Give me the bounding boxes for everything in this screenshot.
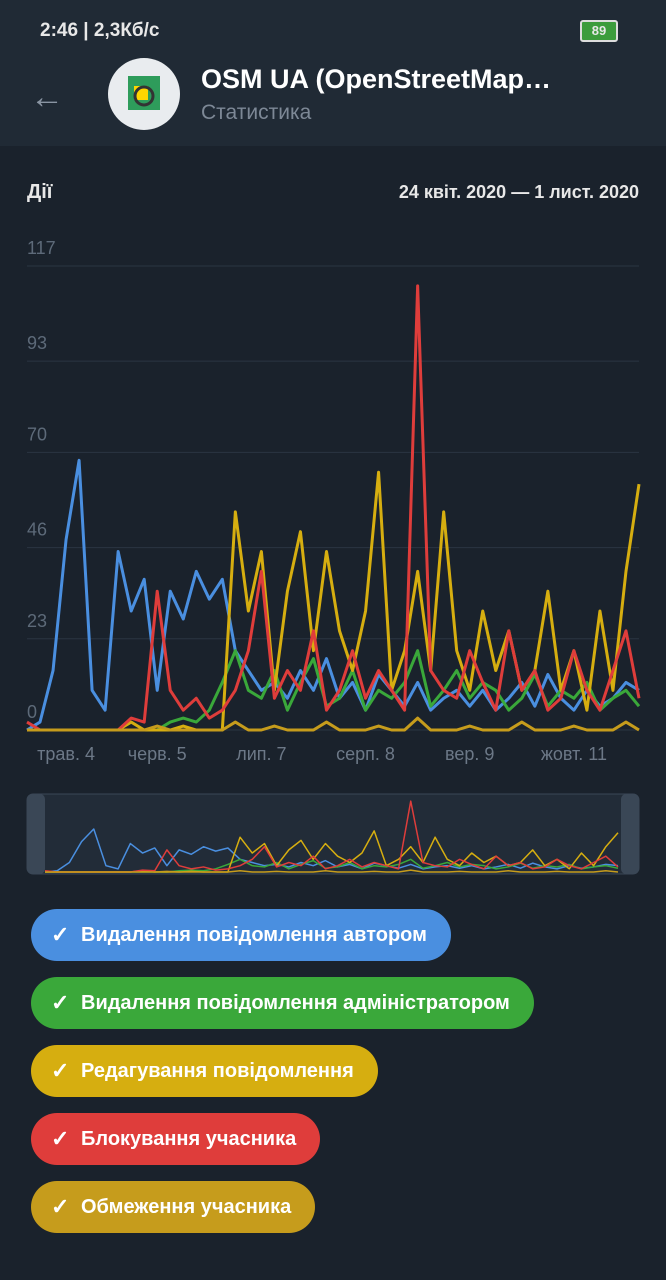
back-button[interactable]: ←: [30, 78, 64, 116]
legend-chip[interactable]: Видалення повідомлення адміністратором: [31, 977, 534, 1029]
series-line: [26, 284, 641, 732]
y-tick-label: 23: [27, 611, 47, 631]
legend-chip[interactable]: Блокування учасника: [31, 1113, 321, 1165]
x-tick-label: жовт. 11: [541, 744, 607, 764]
series-line: [26, 458, 640, 732]
chart-title: Дії: [27, 181, 53, 203]
series-line: [27, 649, 641, 732]
app-bar: 2:46 | 2,3Кб/с 89 ← OSM UA (OpenStreetMa…: [0, 0, 666, 146]
chart-date-range: 24 квіт. 2020 — 1 лист. 2020: [399, 182, 639, 202]
navigator-line: [44, 828, 619, 873]
navigator-line: [44, 800, 619, 873]
y-tick-label: 117: [27, 238, 56, 258]
avatar: [108, 58, 180, 130]
navigator[interactable]: [26, 793, 640, 875]
y-tick-label: 0: [27, 702, 37, 722]
series-line: [27, 716, 640, 732]
chat-title: OSM UA (OpenStreetMap…: [201, 64, 552, 94]
status-time: 2:46 | 2,3Кб/с: [40, 20, 160, 41]
series-line: [27, 470, 641, 732]
x-tick-label: серп. 8: [336, 744, 395, 764]
x-tick-label: трав. 4: [37, 744, 95, 764]
chat-subtitle: Статистика: [201, 101, 312, 124]
battery: 89: [580, 20, 618, 42]
x-tick-label: черв. 5: [128, 744, 187, 764]
legend-chip[interactable]: Обмеження учасника: [31, 1181, 316, 1233]
x-tick-label: лип. 7: [236, 744, 286, 764]
navigator-handle: [621, 794, 639, 874]
navigator-handle: [27, 794, 45, 874]
legend-chip[interactable]: Редагування повідомлення: [31, 1045, 378, 1097]
y-tick-label: 93: [27, 333, 47, 353]
y-tick-label: 70: [27, 424, 47, 444]
legend-chip[interactable]: Видалення повідомлення автором: [31, 909, 451, 961]
x-tick-label: вер. 9: [445, 744, 494, 764]
y-tick-label: 46: [27, 520, 47, 540]
navigator-line: [45, 869, 619, 873]
chart: Дії 24 квіт. 2020 — 1 лист. 2020 0 23 46 70…: [26, 181, 641, 875]
